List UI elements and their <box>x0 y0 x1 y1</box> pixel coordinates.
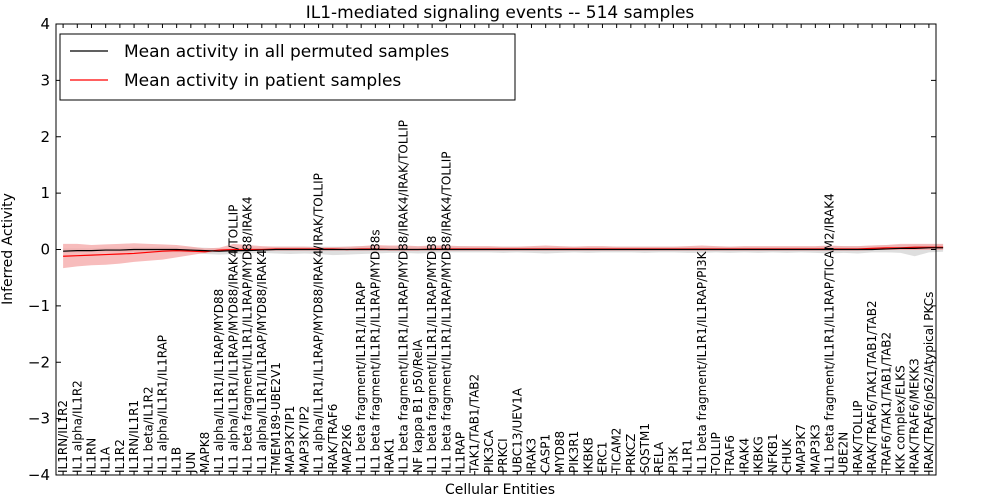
y-axis-label: Inferred Activity <box>0 193 16 305</box>
y-tick-label: 3 <box>40 71 50 89</box>
x-tick-label: IL1 alpha/IL1R2 <box>70 380 84 473</box>
series-line-permuted <box>63 247 944 252</box>
x-tick-label: IRAK/TRAF6 <box>326 404 340 473</box>
x-tick-label: IL1R2 <box>113 439 127 473</box>
x-tick-label: ERC1 <box>595 442 609 473</box>
y-tick-label: −4 <box>28 466 50 484</box>
x-tick-label: TOLLIP <box>709 432 723 474</box>
y-tick-label: −1 <box>28 297 50 315</box>
x-tick-label: IL1R1 <box>681 439 695 473</box>
x-tick-label: UBE2N <box>837 432 851 473</box>
x-tick-label: IL1 beta fragment/IL1R1/IL1RAP/TICAM2/IR… <box>823 193 837 473</box>
x-tick-label: IKK complex/ELKS <box>894 365 908 473</box>
legend-label-permuted: Mean activity in all permuted samples <box>124 42 449 62</box>
x-tick-label: IL1 beta fragment/IL1R1/IL1RAP/MYD88s <box>368 229 382 473</box>
x-tick-label: IL1 beta fragment/IL1R1/IL1RAP/MYD88 <box>425 236 439 473</box>
x-tick-label: JUN <box>184 452 198 474</box>
legend-label-patient: Mean activity in patient samples <box>124 71 401 91</box>
band-patient <box>63 243 944 269</box>
x-tick-label: MAP2K6 <box>340 424 354 473</box>
x-tick-label: IL1RN/IL1R2 <box>56 400 70 473</box>
y-tick-label: 0 <box>40 241 50 259</box>
series-lines <box>63 246 944 257</box>
x-tick-label: IRAK/TOLLIP <box>851 401 865 473</box>
x-tick-label: TAK1/TAB1/TAB2 <box>468 374 482 474</box>
x-tick-label: IRAK/TRAF6/TAK1/TAB1/TAB2 <box>865 300 879 473</box>
x-tick-label: IRAK/TRAF6/p62/Atypical PKCs <box>922 292 936 473</box>
x-axis <box>62 24 930 475</box>
legend-box <box>59 33 516 101</box>
confidence-bands <box>63 243 944 269</box>
x-tick-label: UBC13/UEV1A <box>510 387 524 473</box>
x-tick-label: IL1B <box>170 447 184 473</box>
x-tick-label: IRAK1 <box>383 438 397 473</box>
x-tick-label: IRAK4 <box>737 438 751 473</box>
x-tick-label: PRKCI <box>496 438 510 473</box>
x-tick-label: MAP3K7 <box>794 424 808 473</box>
x-tick-label: IL1RAP <box>454 432 468 473</box>
x-tick-label: NFKB1 <box>766 433 780 473</box>
x-tick-label: NF kappa B1 p50/RelA <box>411 339 425 473</box>
x-tick-label: SQSTM1 <box>638 423 652 473</box>
x-tick-label: IL1 beta fragment/IL1R1/IL1RAP/PI3K <box>695 250 709 473</box>
x-tick-label: MYD88 <box>553 431 567 473</box>
x-tick-label: TICAM2 <box>610 428 624 474</box>
y-axis: −4 −3 −2 −1 0 1 2 3 4 <box>28 15 936 484</box>
x-tick-label: IKBKB <box>581 437 595 473</box>
x-tick-label: PI3K <box>666 446 680 473</box>
x-tick-label: IRAK/TRAF6/MEKK3 <box>908 358 922 473</box>
legend: Mean activity in all permuted samples Me… <box>59 33 516 101</box>
x-tick-label: PIK3R1 <box>567 431 581 473</box>
x-tick-label: IKBKG <box>752 436 766 473</box>
x-tick-label: IL1 alpha/IL1R1/IL1RAP/MYD88/IRAK4 <box>255 250 269 473</box>
x-tick-label: IL1 beta fragment/IL1R1/IL1RAP/MYD88/IRA… <box>439 152 453 473</box>
x-tick-label: MAPK8 <box>198 432 212 473</box>
x-tick-label: TMEM189-UBE2V1 <box>269 362 283 474</box>
x-tick-label: IL1A <box>99 446 113 473</box>
x-tick-label: IL1 alpha/IL1R1/IL1RAP/MYD88 <box>212 289 226 473</box>
x-tick-label: IL1RN <box>84 438 98 473</box>
x-tick-labels: IL1RN/IL1R2 IL1 alpha/IL1R2 IL1RN IL1A IL1R2… <box>56 120 936 474</box>
x-tick-label: IL1 alpha/IL1R1/IL1RAP <box>155 335 169 473</box>
x-tick-label: MAP3K3 <box>808 424 822 473</box>
y-tick-label: 1 <box>40 184 50 202</box>
x-tick-label: CHUK <box>780 438 794 473</box>
y-tick-label: 4 <box>40 15 50 33</box>
x-tick-label: IL1 alpha/IL1R1/IL1RAP/MYD88/IRAK4/IRAK/… <box>312 173 326 473</box>
x-tick-label: TRAF6/TAK1/TAB1/TAB2 <box>879 332 893 474</box>
x-tick-label: IL1 beta fragment/IL1R1/IL1RAP/MYD88/IRA… <box>241 196 255 473</box>
x-tick-label: IL1 beta fragment/IL1R1/IL1RAP/MYD88/IRA… <box>397 120 411 473</box>
x-tick-label: IRAK3 <box>524 438 538 473</box>
x-tick-label: TRAF6 <box>723 435 737 474</box>
x-axis-label: Cellular Entities <box>445 482 555 498</box>
x-tick-label: MAP3K7IP2 <box>297 406 311 473</box>
x-tick-label: IL1RN/IL1R1 <box>127 400 141 473</box>
x-tick-label: IL1 alpha/IL1R1/IL1RAP/MYD88/IRAK4/TOLLI… <box>226 205 240 473</box>
x-tick-label: MAP3K7IP1 <box>283 406 297 473</box>
x-tick-label: PIK3CA <box>482 429 496 473</box>
x-tick-label: PRKCZ <box>624 434 638 473</box>
x-tick-label: IL1 beta fragment/IL1R1/IL1RAP <box>354 282 368 473</box>
y-tick-label: −3 <box>28 410 50 428</box>
x-tick-label: CASP1 <box>539 434 553 473</box>
x-tick-label: RELA <box>652 441 666 473</box>
y-tick-label: −2 <box>28 353 50 371</box>
x-tick-label: IL1 beta/IL1R2 <box>141 386 155 473</box>
y-tick-label: 2 <box>40 128 50 146</box>
chart-title: IL1-mediated signaling events -- 514 sam… <box>306 3 695 23</box>
